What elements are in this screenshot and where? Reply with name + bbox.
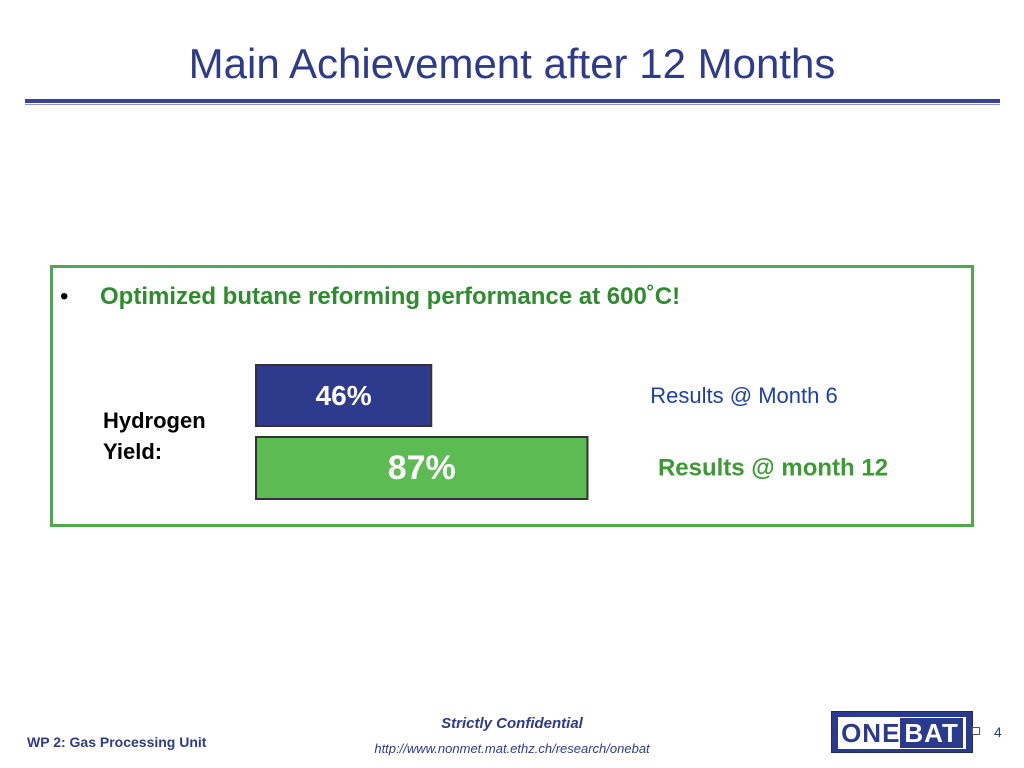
category-label-1: Results @ Month 6 [650, 383, 837, 408]
page-number: 4 [994, 724, 1002, 740]
footer-url[interactable]: http://www.nonmet.mat.ethz.ch/research/o… [374, 741, 650, 756]
bar-2 [255, 436, 589, 500]
logo-inner: ONE BAT [838, 717, 966, 749]
y-axis-label: Hydrogen Yield: [103, 408, 206, 464]
logo-text: ONE BAT [838, 717, 966, 749]
footer-confidential: Strictly Confidential [441, 715, 583, 732]
footer-work-package: WP 2: Gas Processing Unit [27, 734, 207, 750]
bullet-marker: • [60, 283, 69, 310]
slide-marker-square [972, 727, 980, 735]
bar-value-label-2: 87% [388, 449, 456, 487]
slide-title: Main Achievement after 12 Months [188, 40, 836, 87]
title-divider-thin [25, 104, 1000, 105]
logo-text-one: ONE [841, 718, 901, 748]
onebat-logo: ONE BAT [831, 711, 973, 753]
logo-text-bat: BAT [900, 718, 963, 748]
bullet-text: Optimized butane reforming performance a… [100, 283, 681, 310]
bar-1 [255, 364, 433, 427]
title-divider [25, 99, 1000, 103]
category-label-2: Results @ month 12 [658, 455, 888, 482]
bar-value-label-1: 46% [316, 380, 372, 411]
